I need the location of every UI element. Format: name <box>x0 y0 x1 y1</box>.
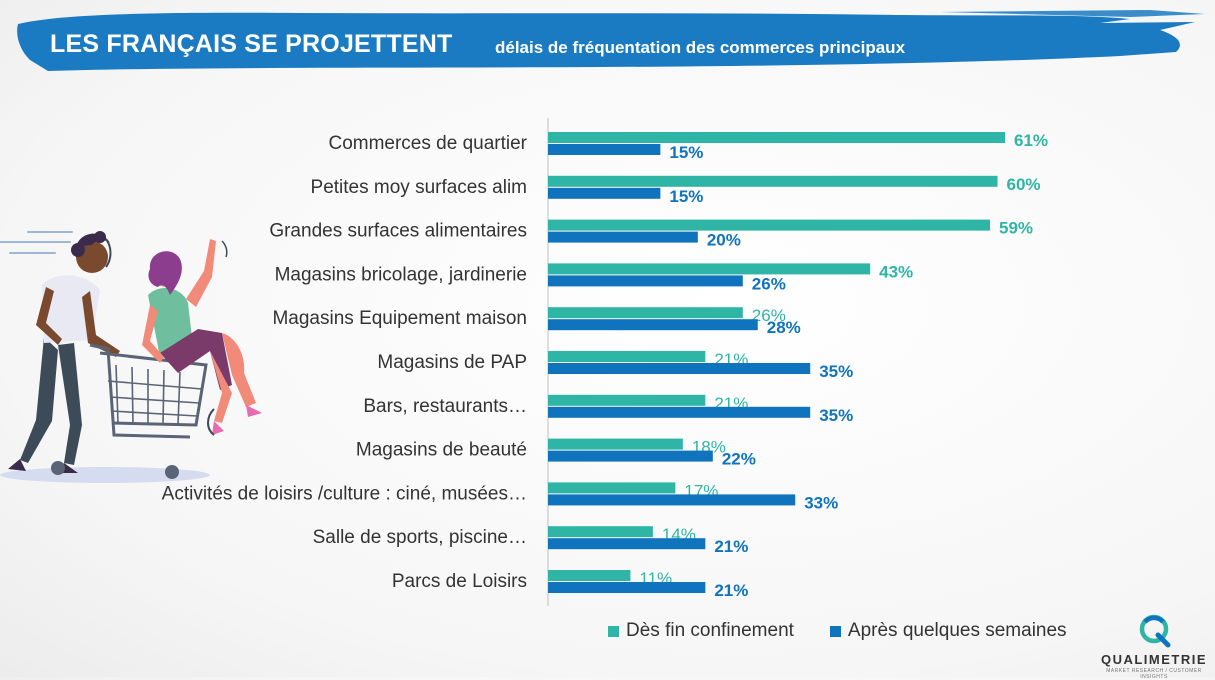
category-label: Activités de loisirs /culture : ciné, mu… <box>162 483 527 504</box>
category-label: Magasins de beauté <box>356 440 527 461</box>
data-label-series-2: 15% <box>669 143 703 162</box>
chart-row: Petites moy surfaces alim 60% 15% <box>311 175 1041 206</box>
bar-series-2 <box>548 319 758 331</box>
bar-series-1 <box>548 263 871 275</box>
page-title: LES FRANÇAIS SE PROJETTENT <box>50 30 453 58</box>
bar-series-1 <box>548 526 653 538</box>
bar-series-1 <box>548 132 1005 143</box>
qualimetrie-logo: QUALIMETRIE MARKET RESEARCH / CUSTOMER I… <box>1098 612 1210 680</box>
category-label: Magasins Equipement maison <box>272 308 527 329</box>
chart-row: Magasins de beauté 18%22% <box>356 438 756 469</box>
data-label-series-2: 22% <box>722 450 756 469</box>
bar-series-2 <box>548 494 796 506</box>
bar-series-1 <box>548 219 991 231</box>
banner-shape <box>17 12 1195 71</box>
legend-item-series-2: Après quelques semaines <box>829 620 1067 642</box>
data-label-series-1: 26% <box>752 306 786 325</box>
legend-label-series-1: Dès fin confinement <box>626 620 794 641</box>
chart-row: Magasins de PAP 21%35% <box>377 350 853 381</box>
data-label-series-2: 21% <box>714 537 748 556</box>
data-label-series-2: 20% <box>707 231 741 250</box>
logo-tagline: MARKET RESEARCH / CUSTOMER INSIGHTS <box>1106 668 1202 680</box>
category-label: Grandes surfaces alimentaires <box>269 221 527 242</box>
bar-series-2 <box>548 450 713 462</box>
chart-row: Bars, restaurants… 21%35% <box>363 394 853 425</box>
bar-series-2 <box>548 187 661 199</box>
bar-series-1 <box>548 482 676 494</box>
person-riding-cart <box>142 239 262 436</box>
chart-row: Magasins Equipement maison 26%28% <box>272 306 800 337</box>
chart-row: Magasins bricolage, jardinerie 43% 26% <box>275 262 914 293</box>
chart-row: Commerces de quartier 61% 15% <box>328 131 1048 162</box>
chart-rows: Commerces de quartier 61%15%Petites moy s… <box>162 131 1048 600</box>
data-label-series-1: 43% <box>879 262 913 281</box>
data-label-series-1: 60% <box>1007 175 1041 194</box>
shopping-cart-illustration <box>0 231 262 483</box>
bar-series-2 <box>548 406 811 418</box>
data-label-series-2: 33% <box>804 493 838 512</box>
bar-series-1 <box>548 570 631 581</box>
data-label-series-2: 21% <box>714 581 748 600</box>
bar-series-1 <box>548 394 706 406</box>
bar-series-1 <box>548 307 743 319</box>
data-label-series-2: 15% <box>669 187 703 206</box>
bar-series-1 <box>548 351 706 362</box>
bar-series-1 <box>548 438 683 450</box>
chart-row: Grandes surfaces alimentaires 59% 20% <box>269 219 1033 250</box>
data-label-series-2: 26% <box>752 274 786 293</box>
bar-series-2 <box>548 144 661 155</box>
qualimetrie-logo-icon <box>1139 614 1171 648</box>
data-label-series-2: 28% <box>767 318 801 337</box>
legend-swatch-series-2 <box>829 625 841 637</box>
category-label: Salle de sports, piscine… <box>313 527 527 548</box>
legend-label-series-2: Après quelques semaines <box>847 620 1067 641</box>
data-label-series-1: 61% <box>1014 131 1048 150</box>
bar-series-1 <box>548 175 998 187</box>
data-label-series-2: 35% <box>819 362 853 381</box>
page-subtitle: délais de fréquentation des commerces pr… <box>495 38 906 57</box>
title-banner <box>17 10 1205 71</box>
bar-series-2 <box>548 231 698 243</box>
banner-streak <box>940 10 1205 17</box>
chart-row: Salle de sports, piscine… 14%21% <box>313 525 749 556</box>
shopping-cart-icon <box>89 343 208 439</box>
bar-series-2 <box>548 363 811 374</box>
legend-swatch-series-1 <box>608 625 619 637</box>
category-label: Bars, restaurants… <box>363 396 527 417</box>
category-label: Magasins bricolage, jardinerie <box>275 264 527 285</box>
person-pushing-cart <box>8 231 120 473</box>
category-label: Parcs de Loisirs <box>392 571 527 592</box>
data-label-series-1: 59% <box>999 219 1033 238</box>
data-label-series-2: 35% <box>819 406 853 425</box>
cart-wheel-icon <box>51 461 65 475</box>
bar-series-2 <box>548 582 706 593</box>
bar-series-2 <box>548 538 706 550</box>
legend-item-series-1: Dès fin confinement <box>608 620 794 642</box>
chart-row: Activités de loisirs /culture : ciné, mu… <box>162 481 839 512</box>
category-label: Petites moy surfaces alim <box>311 177 527 198</box>
chart-row: Parcs de Loisirs 11%21% <box>392 569 749 600</box>
cart-wheel-icon <box>165 465 179 479</box>
motion-lines-icon <box>0 231 73 254</box>
bar-series-2 <box>548 275 743 287</box>
chart-legend: Dès fin confinement Après quelques semai… <box>608 620 1103 642</box>
category-label: Commerces de quartier <box>328 133 527 154</box>
logo-wordmark: QUALIMETRIE <box>1100 652 1208 667</box>
category-label: Magasins de PAP <box>377 352 527 373</box>
